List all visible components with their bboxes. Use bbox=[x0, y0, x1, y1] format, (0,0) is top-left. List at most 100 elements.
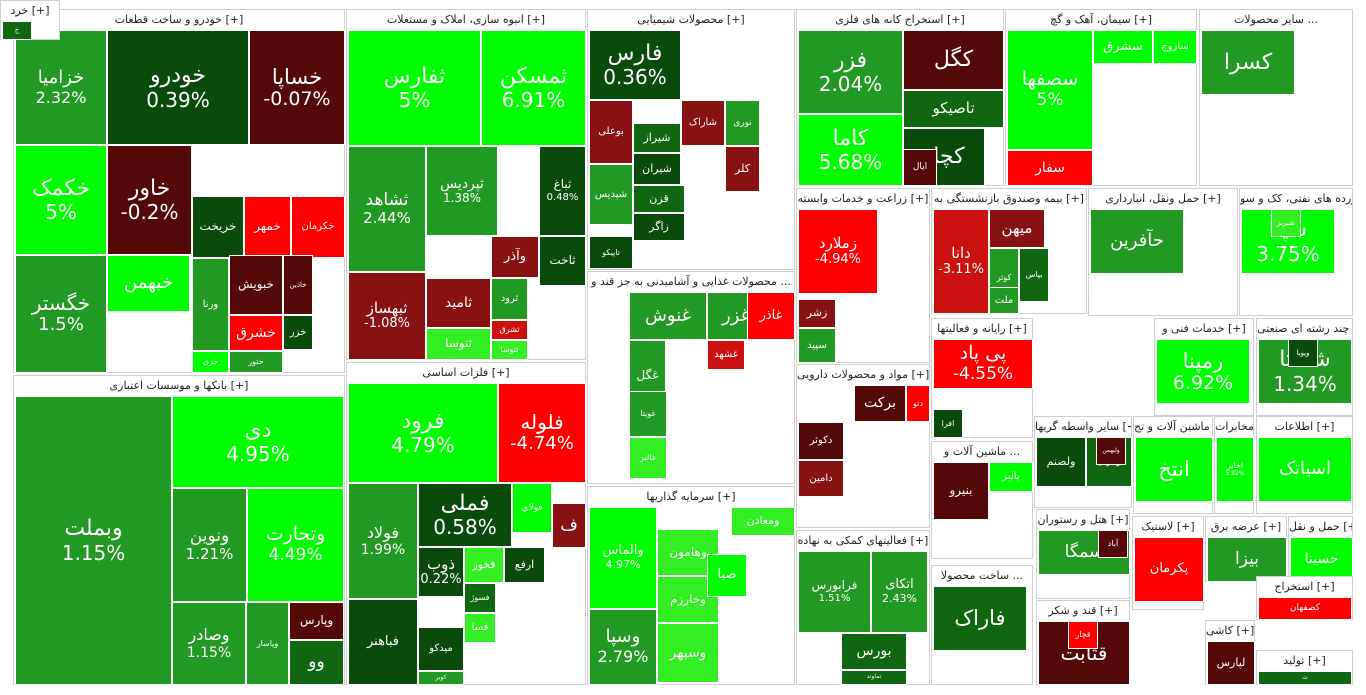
stock-tile[interactable]: خشرق bbox=[229, 315, 283, 351]
stock-tile[interactable]: کگل bbox=[903, 30, 1004, 90]
stock-tile[interactable]: بورس bbox=[841, 633, 907, 670]
stock-tile[interactable]: خساپا -0.07% bbox=[249, 30, 345, 145]
stock-tile[interactable]: خری bbox=[192, 351, 229, 373]
sector-title[interactable]: خرد [+] bbox=[1, 1, 59, 20]
sector-title[interactable]: رایانه و فعالیتها [+] bbox=[932, 319, 1032, 338]
stock-tile[interactable]: ثفارس 5% bbox=[348, 30, 481, 146]
stock-tile[interactable]: دانا -3.11% bbox=[933, 209, 989, 314]
sector-title[interactable]: بیمه وصندوق بازنشستگی به [+] bbox=[932, 189, 1086, 208]
stock-tile[interactable]: شیراز bbox=[633, 123, 681, 153]
stock-tile[interactable]: ومعادن bbox=[731, 507, 795, 536]
stock-tile[interactable]: خبویش bbox=[229, 255, 283, 315]
stock-tile[interactable]: غشهد bbox=[707, 340, 745, 370]
sector-title[interactable]: مواد و محصولات دارویی [+] bbox=[797, 365, 929, 384]
stock-tile[interactable]: خمهر bbox=[244, 196, 291, 258]
stock-tile[interactable]: غاذر bbox=[747, 292, 795, 340]
sector-title[interactable]: فلزات اساسی [+] bbox=[347, 363, 585, 382]
stock-tile[interactable]: وصادر 1.15% bbox=[172, 602, 246, 685]
stock-tile[interactable]: بوعلی bbox=[589, 100, 633, 164]
stock-tile[interactable]: ثباغ 0.48% bbox=[539, 146, 586, 236]
stock-tile[interactable]: ساروج bbox=[1153, 30, 1197, 64]
stock-tile[interactable]: فلوله -4.74% bbox=[498, 383, 586, 483]
stock-tile[interactable]: ثشاهد 2.44% bbox=[348, 146, 426, 272]
stock-tile[interactable]: نوری bbox=[725, 100, 760, 146]
stock-tile[interactable]: وپارس bbox=[289, 602, 344, 640]
sector-title[interactable]: ماشین آلات و تج [+] bbox=[1134, 417, 1212, 436]
stock-tile[interactable]: دتو bbox=[906, 385, 930, 422]
sector-title[interactable]: استخراج کانه های فلزی [+] bbox=[797, 10, 1003, 29]
stock-tile[interactable]: ولبهمن bbox=[1096, 437, 1126, 465]
stock-tile[interactable]: فولای bbox=[512, 483, 552, 533]
stock-tile[interactable]: افرا bbox=[933, 409, 963, 438]
stock-tile[interactable]: قچار bbox=[1068, 621, 1098, 649]
stock-tile[interactable]: وپویا bbox=[1288, 339, 1318, 367]
stock-tile[interactable]: تاپیکو bbox=[589, 236, 633, 269]
stock-tile[interactable]: تاصیکو bbox=[903, 90, 1004, 128]
stock-tile[interactable]: بیزا bbox=[1207, 537, 1287, 582]
sector-title[interactable]: سایر واسطه گریها [+] bbox=[1035, 417, 1131, 436]
stock-tile[interactable]: ایال bbox=[903, 149, 937, 186]
stock-tile[interactable]: خبهمن bbox=[107, 255, 190, 312]
stock-tile[interactable]: ارفع bbox=[504, 547, 545, 583]
stock-tile[interactable]: شبریز bbox=[1271, 209, 1301, 237]
stock-tile[interactable]: ثشرق bbox=[491, 320, 528, 340]
stock-tile[interactable]: فارس 0.36% bbox=[589, 30, 681, 100]
stock-tile[interactable]: خاذین bbox=[283, 255, 313, 315]
stock-tile[interactable]: پکرمان bbox=[1134, 537, 1204, 602]
stock-tile[interactable]: فزر 2.04% bbox=[798, 30, 903, 114]
stock-tile[interactable]: غنوش bbox=[629, 292, 707, 340]
sector-title[interactable]: لاستیک [+] bbox=[1133, 517, 1203, 536]
sector-title[interactable]: فراورده های نفتی، کک و سو [+] bbox=[1240, 189, 1352, 208]
stock-tile[interactable]: ذوب 0.22% bbox=[418, 547, 464, 597]
stock-tile[interactable]: سشرق bbox=[1093, 30, 1153, 64]
sector-title[interactable]: حمل و نقل [+] bbox=[1289, 517, 1352, 536]
stock-tile[interactable]: قثابت bbox=[1038, 621, 1130, 685]
stock-tile[interactable]: ثبهساز -1.08% bbox=[348, 272, 426, 360]
stock-tile[interactable]: اتکای 2.43% bbox=[871, 551, 928, 633]
stock-tile[interactable]: ثمسکن 6.91% bbox=[481, 30, 586, 146]
stock-tile[interactable]: ف bbox=[552, 503, 586, 548]
sector-title[interactable]: محصولات غذایی و آشامیدنی به جز قند و ... bbox=[588, 272, 794, 291]
sector-title[interactable]: ساخت محصولا ... bbox=[932, 566, 1032, 585]
stock-tile[interactable]: فخوز bbox=[464, 547, 504, 583]
sector-title[interactable]: عرضه برق [+] bbox=[1206, 517, 1286, 536]
stock-tile[interactable]: دکوثر bbox=[798, 422, 844, 460]
stock-tile[interactable]: خکمک 5% bbox=[15, 145, 107, 255]
sector-title[interactable]: سایر محصولات ... bbox=[1200, 10, 1352, 29]
stock-tile[interactable]: لپارس bbox=[1207, 641, 1255, 685]
stock-tile[interactable]: پی پاد -4.55% bbox=[933, 339, 1033, 389]
sector-title[interactable]: زراعت و خدمات وابسته [+] bbox=[797, 189, 929, 208]
stock-tile[interactable]: وتجارت 4.49% bbox=[247, 488, 344, 602]
stock-tile[interactable]: وخارزم bbox=[657, 576, 719, 623]
stock-tile[interactable]: آباد bbox=[1098, 530, 1128, 558]
stock-tile[interactable]: غویتا bbox=[629, 391, 667, 437]
stock-tile[interactable]: وپاسار bbox=[246, 602, 289, 685]
sector-title[interactable]: مخابرات [+] bbox=[1215, 417, 1253, 436]
stock-tile[interactable]: خکرمان bbox=[291, 196, 345, 258]
sector-title[interactable]: بانکها و موسسات اعتباری [+] bbox=[14, 376, 344, 395]
sector-title[interactable]: ماشین آلات و ... bbox=[932, 442, 1032, 461]
stock-tile[interactable]: فرابورس 1.51% bbox=[798, 551, 871, 633]
stock-tile[interactable]: ولصنم bbox=[1036, 437, 1086, 487]
stock-tile[interactable]: حسینا bbox=[1290, 537, 1353, 582]
stock-tile[interactable]: بپاس bbox=[1019, 248, 1049, 302]
stock-tile[interactable]: خگستر 1.5% bbox=[15, 255, 107, 373]
stock-tile[interactable]: بالبر bbox=[989, 462, 1033, 492]
stock-tile[interactable]: شپدیس bbox=[589, 164, 633, 225]
stock-tile[interactable]: وسپهر bbox=[657, 623, 719, 683]
stock-tile[interactable]: خ bbox=[2, 21, 32, 40]
stock-tile[interactable]: زاگر bbox=[633, 213, 685, 241]
stock-tile[interactable]: ت bbox=[1258, 671, 1352, 685]
stock-tile[interactable]: ونوین 1.21% bbox=[172, 488, 247, 602]
sector-title[interactable]: سرمایه گذاریها [+] bbox=[588, 487, 794, 506]
stock-tile[interactable]: خریخت bbox=[192, 196, 244, 258]
stock-tile[interactable]: شیران bbox=[633, 153, 681, 185]
stock-tile[interactable]: ثاخت bbox=[539, 236, 586, 286]
stock-tile[interactable]: شاراک bbox=[681, 100, 725, 146]
stock-tile[interactable]: ثتوسا bbox=[491, 340, 528, 360]
sector-title[interactable]: اطلاعات [+] bbox=[1257, 417, 1352, 436]
stock-tile[interactable]: وبملت 1.15% bbox=[15, 396, 172, 685]
sector-title[interactable]: استخراج [+] bbox=[1257, 577, 1352, 596]
stock-tile[interactable]: فاراک bbox=[933, 586, 1027, 651]
stock-tile[interactable]: سصفها 5% bbox=[1007, 30, 1093, 150]
